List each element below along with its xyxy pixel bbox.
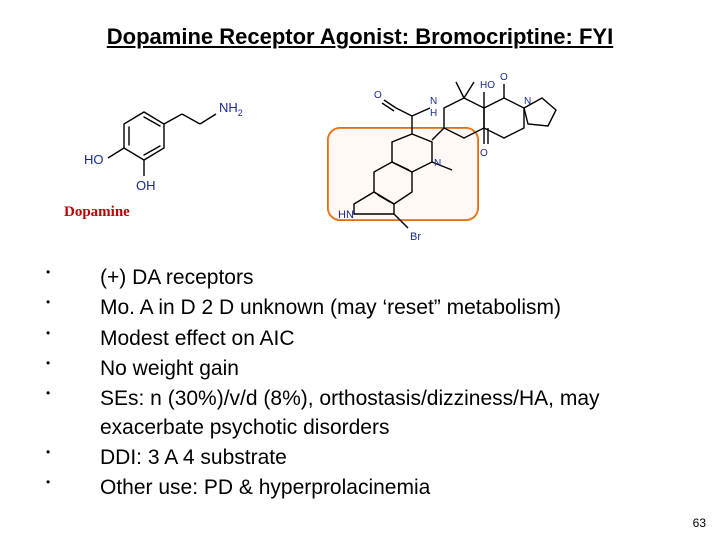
bullet-text: DDI: 3 A 4 substrate	[100, 444, 684, 472]
br-label: Br	[410, 231, 421, 243]
h-label-1: H	[430, 108, 437, 119]
hn-label: HN	[338, 209, 354, 221]
bullet-text: Other use: PD & hyperprolacinemia	[100, 474, 684, 502]
highlight-box-fill	[328, 128, 478, 220]
list-item: • (+) DA receptors	[40, 264, 684, 292]
list-item: • Other use: PD & hyperprolacinemia	[40, 474, 684, 502]
dopamine-label: Dopamine	[64, 204, 264, 221]
bullet-text: No weight gain	[100, 355, 684, 383]
list-item: • Modest effect on AIC	[40, 325, 684, 353]
dopamine-svg: NH2 HO OH	[64, 64, 264, 204]
bullet-marker: •	[40, 444, 100, 460]
oh-label: OH	[136, 178, 156, 193]
ho-label-2: HO	[480, 80, 495, 91]
bullet-text: Modest effect on AIC	[100, 325, 684, 353]
page-number: 63	[693, 516, 706, 530]
dopamine-structure: NH2 HO OH Dopamine	[64, 64, 264, 221]
figures-row: NH2 HO OH Dopamine	[36, 64, 684, 244]
o-label-2: O	[480, 148, 488, 159]
bromocriptine-structure: HN Br N H O O HO O N N	[284, 64, 604, 244]
bullet-list: • (+) DA receptors • Mo. A in D 2 D unkn…	[36, 264, 684, 503]
list-item: • SEs: n (30%)/v/d (8%), orthostasis/diz…	[40, 385, 684, 442]
nh2-label: NH2	[219, 100, 243, 118]
slide: Dopamine Receptor Agonist: Bromocriptine…	[0, 0, 720, 540]
bullet-text: SEs: n (30%)/v/d (8%), orthostasis/dizzi…	[100, 385, 684, 442]
o-label-1: O	[374, 90, 382, 101]
slide-title: Dopamine Receptor Agonist: Bromocriptine…	[36, 24, 684, 50]
list-item: • DDI: 3 A 4 substrate	[40, 444, 684, 472]
bullet-marker: •	[40, 474, 100, 490]
bullet-marker: •	[40, 294, 100, 310]
ho-label: HO	[84, 152, 104, 167]
list-item: • Mo. A in D 2 D unknown (may ‘reset” me…	[40, 294, 684, 322]
bullet-text: (+) DA receptors	[100, 264, 684, 292]
n-label-1: N	[430, 96, 437, 107]
ethylamine-chain	[164, 114, 216, 124]
hydroxyl-bonds	[108, 148, 144, 176]
bullet-text: Mo. A in D 2 D unknown (may ‘reset” meta…	[100, 294, 684, 322]
o-label-3: O	[500, 72, 508, 83]
benzene-ring	[124, 112, 164, 160]
list-item: • No weight gain	[40, 355, 684, 383]
bullet-marker: •	[40, 385, 100, 401]
bromocriptine-svg: HN Br N H O O HO O N N	[284, 64, 604, 244]
n-label-3: N	[434, 158, 441, 169]
bullet-marker: •	[40, 355, 100, 371]
bullet-marker: •	[40, 264, 100, 280]
bullet-marker: •	[40, 325, 100, 341]
n-label-2: N	[524, 96, 531, 107]
